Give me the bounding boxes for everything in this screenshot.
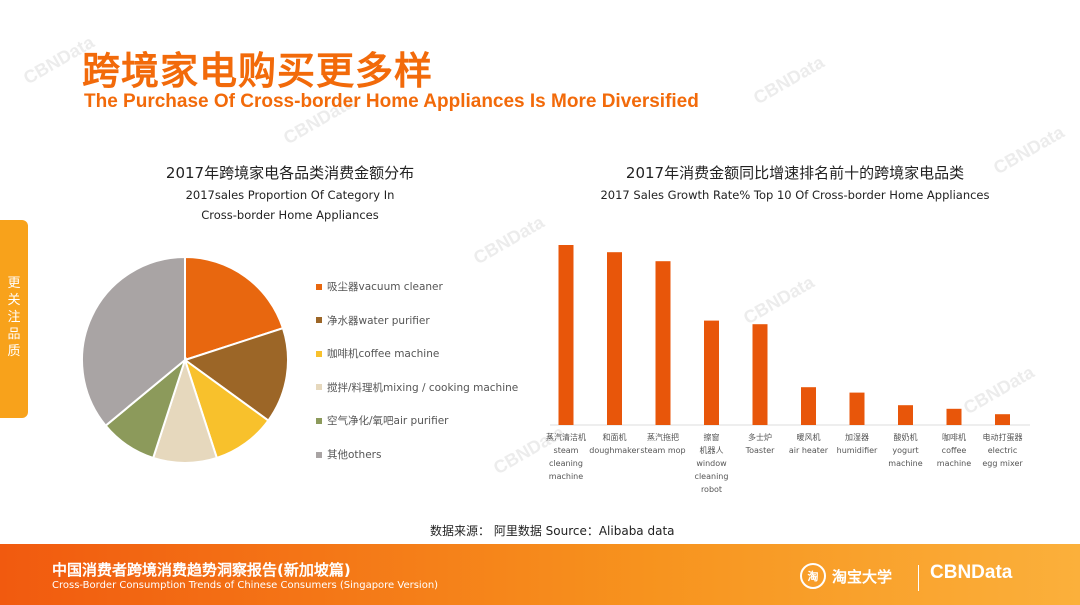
pie-chart <box>81 255 289 464</box>
taobao-icon: 淘 <box>800 563 826 589</box>
pie-slice <box>182 326 289 422</box>
pie-subtitle-line: Cross-border Home Appliances <box>201 208 379 222</box>
x-tick-line: 机器人 <box>699 446 724 455</box>
footer-subtitle: Cross-Border Consumption Trends of Chine… <box>52 580 439 591</box>
x-tick-line: machine <box>888 459 923 468</box>
x-tick-line: humidifier <box>836 446 878 455</box>
x-tick-line: egg mixer <box>982 459 1023 468</box>
x-tick-line: steam <box>553 446 579 455</box>
x-tick-label: 咖啡机 coffee machine <box>927 431 981 470</box>
bar <box>995 414 1010 425</box>
x-tick-line: 咖啡机 <box>942 433 966 442</box>
bar <box>704 320 719 425</box>
x-tick-line: 蒸汽拖把 <box>647 433 679 442</box>
bar <box>752 324 768 425</box>
watermark: CBNData <box>749 51 828 109</box>
x-tick-label: 蒸汽清洁机 steam cleaning machine <box>539 431 593 483</box>
bar-chart <box>550 245 1030 426</box>
x-tick-line: 多士炉 <box>748 433 772 442</box>
bar <box>849 392 865 425</box>
bar <box>655 261 671 425</box>
legend-item: 其他others <box>316 447 381 462</box>
x-tick-line: cleaning <box>694 472 729 481</box>
bar-chart-subtitle: 2017 Sales Growth Rate% Top 10 Of Cross-… <box>600 188 990 202</box>
cbndata-logo: CBNData <box>930 562 1013 583</box>
x-tick-label: 酸奶机 yogurt machine <box>879 431 933 470</box>
bar <box>946 408 962 425</box>
x-tick-line: 擦窗 <box>703 433 720 442</box>
x-tick-line: cleaning <box>549 459 583 468</box>
x-tick-line: steam mop <box>640 446 686 455</box>
bar <box>607 252 622 425</box>
x-tick-line: air heater <box>788 446 829 455</box>
watermark: CBNData <box>469 211 548 269</box>
x-tick-line: 电动打蛋器 <box>982 433 1023 442</box>
legend-swatch <box>316 417 322 424</box>
legend-label: 吸尘器vacuum cleaner <box>327 281 443 293</box>
bar <box>558 245 574 425</box>
x-tick-label: 电动打蛋器 electric egg mixer <box>976 431 1030 470</box>
taobao-logo-text: 淘宝大学 <box>832 567 893 586</box>
x-tick-label: 蒸汽拖把 steam mop <box>636 431 690 457</box>
x-tick-line: machine <box>548 472 584 481</box>
side-tab-label: 更关注品质 <box>7 276 21 359</box>
x-tick-line: coffee <box>941 446 967 455</box>
x-tick-label: 擦窗机器人 window cleaning robot <box>685 431 739 496</box>
x-tick-label: 加湿器 humidifier <box>830 431 884 457</box>
source-note: 数据来源： 阿里数据 Source：Alibaba data <box>430 524 675 538</box>
legend-swatch <box>316 317 322 324</box>
x-tick-line: yogurt <box>892 446 919 455</box>
pie-slice <box>184 255 285 362</box>
pie-chart-title: 2017年跨境家电各品类消费金额分布 <box>165 164 415 182</box>
x-tick-line: doughmaker <box>589 446 640 455</box>
x-tick-line: 加湿器 <box>845 433 869 442</box>
legend-item: 搅拌/料理机mixing / cooking machine <box>316 380 518 395</box>
x-tick-line: Toaster <box>745 446 775 455</box>
legend-item: 净水器water purifier <box>316 313 430 328</box>
footer-bar <box>0 544 1080 605</box>
taobao-university-logo: 淘淘宝大学 <box>800 563 892 589</box>
legend-swatch <box>316 384 322 391</box>
legend-swatch <box>316 350 322 357</box>
footer-title: 中国消费者跨境消费趋势洞察报告(新加坡篇) <box>52 561 351 579</box>
bar <box>801 387 816 425</box>
legend-label: 搅拌/料理机mixing / cooking machine <box>327 381 519 394</box>
x-tick-line: electric <box>987 446 1018 455</box>
legend-label: 空气净化/氧吧air purifier <box>327 415 449 428</box>
pie-chart-subtitle: 2017sales Proportion Of Category In Cros… <box>120 185 460 225</box>
legend-item: 空气净化/氧吧air purifier <box>316 413 449 428</box>
x-tick-label: 多士炉 Toaster <box>733 431 787 457</box>
page-title: 跨境家电购买更多样 <box>82 49 434 93</box>
pie-slice <box>81 255 186 428</box>
legend-swatch <box>316 283 322 290</box>
legend-item: 咖啡机coffee machine <box>316 346 439 361</box>
x-tick-line: 蒸汽清洁机 <box>546 433 586 442</box>
legend-label: 其他others <box>327 449 382 461</box>
x-tick-line: robot <box>700 485 723 494</box>
x-tick-line: machine <box>936 459 972 468</box>
x-tick-line: 酸奶机 <box>893 433 918 442</box>
legend-label: 咖啡机coffee machine <box>327 348 440 361</box>
pie-subtitle-line: 2017sales Proportion Of Category In <box>185 188 395 202</box>
legend-item: 吸尘器vacuum cleaner <box>316 279 443 294</box>
bar-chart-title: 2017年消费金额同比增速排名前十的跨境家电品类 <box>625 164 965 182</box>
logo-divider <box>918 565 919 591</box>
x-tick-line: 和面机 <box>602 433 627 442</box>
legend-label: 净水器water purifier <box>327 314 430 327</box>
x-tick-line: window <box>696 459 727 468</box>
page-subtitle: The Purchase Of Cross-border Home Applia… <box>84 91 699 112</box>
x-tick-line: 暖风机 <box>796 433 821 442</box>
x-tick-label: 和面机 doughmaker <box>588 431 642 457</box>
legend-swatch <box>316 451 322 458</box>
side-tab[interactable]: 更关注品质 <box>0 220 28 418</box>
x-tick-label: 暖风机 air heater <box>782 431 836 457</box>
bar <box>898 405 913 425</box>
